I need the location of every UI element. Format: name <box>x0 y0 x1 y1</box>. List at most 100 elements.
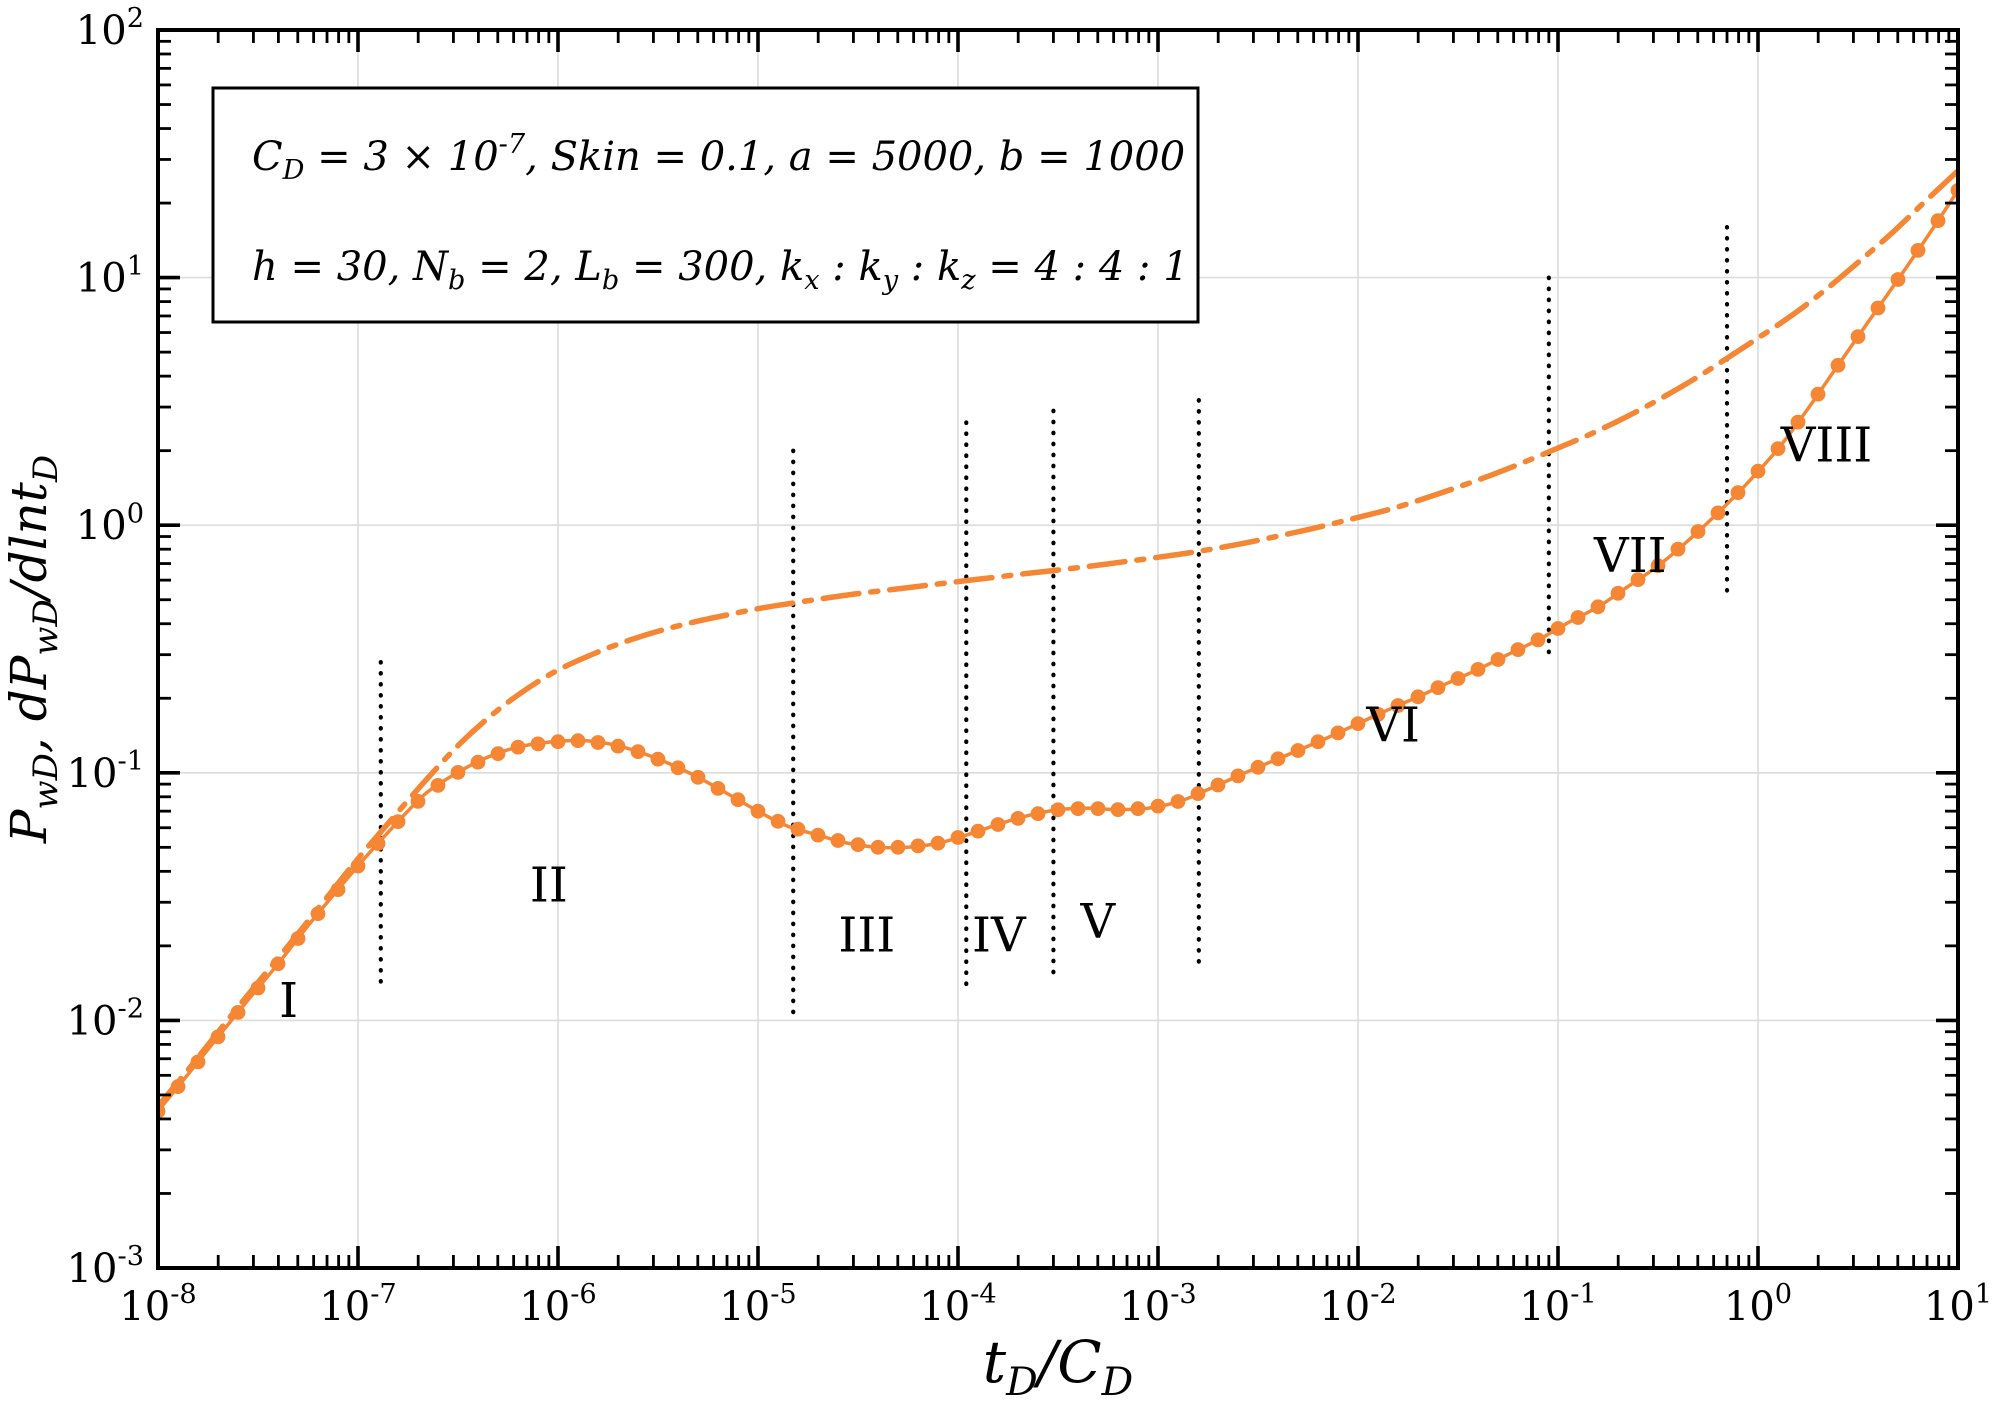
x-tick-labels: 10-8 10-7 10-6 10-5 10-4 10-3 10-2 10-1 100 101 <box>119 1279 1992 1330</box>
derivative-marker-dot <box>690 769 706 785</box>
regime-label-III: III <box>838 908 895 964</box>
derivative-markers <box>158 183 1958 1119</box>
derivative-marker-dot <box>530 736 546 752</box>
y-tick-label: 10-3 <box>67 1241 144 1292</box>
derivative-marker-dot <box>1470 662 1486 677</box>
derivative-marker-dot <box>950 830 966 845</box>
x-tick-label: 10-8 <box>119 1279 196 1330</box>
y-tick-label: 10-2 <box>67 994 144 1045</box>
derivative-marker-dot <box>1550 621 1566 636</box>
derivative-marker-dot <box>930 835 946 851</box>
derivative-marker-dot <box>810 827 826 843</box>
derivative-marker-dot <box>1170 794 1186 809</box>
regime-boundaries <box>378 224 1730 1023</box>
derivative-marker-dot <box>890 839 906 855</box>
derivative-marker-dot <box>1330 725 1346 741</box>
derivative-marker-dot <box>1150 798 1166 814</box>
derivative-marker-dot <box>1570 610 1586 625</box>
x-tick-label: 10-6 <box>519 1279 596 1330</box>
derivative-marker-dot <box>670 760 686 776</box>
derivative-marker-dot <box>350 858 366 874</box>
x-tick-label: 10-1 <box>1519 1279 1596 1330</box>
derivative-marker-dot <box>970 823 986 839</box>
derivative-marker-dot <box>570 733 586 749</box>
derivative-marker-dot <box>1190 786 1206 802</box>
derivative-marker-dot <box>1290 743 1306 758</box>
derivative-marker-dot <box>1810 386 1826 402</box>
series-curves <box>158 168 1958 1119</box>
derivative-marker-dot <box>1010 811 1026 826</box>
derivative-marker-dot <box>1430 680 1446 695</box>
derivative-marker-dot <box>1710 505 1726 521</box>
derivative-marker-dot <box>750 803 766 819</box>
parameter-annotation-box: CD = 3 × 10-7, Skin = 0.1, a = 5000, b =… <box>211 86 1200 324</box>
derivative-marker-dot <box>1750 463 1766 479</box>
derivative-marker-dot <box>1670 541 1686 557</box>
derivative-marker-dot <box>630 744 646 759</box>
regime-label-IV: IV <box>972 908 1027 964</box>
derivative-marker-dot <box>730 792 746 808</box>
derivative-marker-dot <box>1410 689 1426 705</box>
x-axis-label: tD/CD <box>983 1328 1133 1405</box>
x-tick-label: 100 <box>1724 1279 1792 1330</box>
derivative-marker-dot <box>1590 599 1606 615</box>
derivative-marker-dot <box>1450 671 1466 686</box>
derivative-marker-dot <box>1730 485 1746 500</box>
derivative-marker-dot <box>470 754 486 770</box>
y-tick-label: 10-1 <box>67 746 144 797</box>
x-tick-label: 10-5 <box>719 1279 796 1330</box>
derivative-marker-dot <box>1890 272 1906 287</box>
derivative-marker-dot <box>1490 652 1506 667</box>
derivative-marker-dot <box>1390 698 1406 713</box>
derivative-marker-dot <box>790 821 806 837</box>
derivative-marker-dot <box>1310 734 1326 750</box>
x-tick-label: 10-3 <box>1119 1279 1196 1330</box>
derivative-marker-dot <box>1610 585 1626 601</box>
derivative-marker-dot <box>1910 243 1926 258</box>
derivative-marker-dot <box>1850 329 1866 344</box>
derivative-marker-dot <box>1770 441 1786 456</box>
derivative-marker-dot <box>1270 751 1286 767</box>
derivative-marker-dot <box>870 839 886 855</box>
derivative-marker-dot <box>1110 802 1126 817</box>
derivative-marker-dot <box>830 833 846 848</box>
derivative-marker-dot <box>610 738 626 754</box>
derivative-marker-dot <box>1030 806 1046 822</box>
derivative-marker-dot <box>1510 642 1526 657</box>
derivative-marker-dot <box>490 746 506 762</box>
derivative-marker-dot <box>1050 802 1066 818</box>
annotation-line-2: h = 30, Nb = 2, Lb = 300, kx : ky : kz =… <box>252 244 1189 296</box>
derivative-marker-dot <box>550 734 566 750</box>
derivative-marker-dot <box>450 765 466 780</box>
annotation-box-frame <box>211 86 1200 324</box>
derivative-marker-dot <box>1870 300 1886 316</box>
y-axis-label: PwD, dPwD/dlntD <box>0 455 66 844</box>
derivative-marker-dot <box>510 739 526 755</box>
derivative-marker-dot <box>1370 707 1386 722</box>
x-tick-label: 10-2 <box>1319 1279 1396 1330</box>
derivative-marker-dot <box>1230 768 1246 784</box>
derivative-marker-dot <box>1070 801 1086 817</box>
derivative-marker-dot <box>710 781 726 796</box>
x-tick-label: 10-4 <box>919 1279 996 1330</box>
regime-label-VIII: VIII <box>1780 417 1873 473</box>
derivative-marker-dot <box>410 794 426 809</box>
x-tick-label: 101 <box>1924 1279 1992 1330</box>
y-tick-label: 101 <box>76 251 144 302</box>
derivative-marker-dot <box>850 837 866 852</box>
derivative-marker-dot <box>1090 801 1106 816</box>
derivative-marker-dot <box>1130 801 1146 817</box>
derivative-marker-dot <box>990 817 1006 832</box>
regime-label-I: I <box>279 973 298 1029</box>
derivative-marker-dot <box>430 778 446 793</box>
derivative-marker-dot <box>1630 572 1646 587</box>
annotation-line-1: CD = 3 × 10-7, Skin = 0.1, a = 5000, b =… <box>252 129 1185 186</box>
derivative-marker-dot <box>650 751 666 767</box>
derivative-marker-dot <box>1350 716 1366 731</box>
derivative-marker-dot <box>1930 213 1946 229</box>
regime-label-II: II <box>530 858 568 914</box>
derivative-marker-dot <box>1830 357 1846 373</box>
